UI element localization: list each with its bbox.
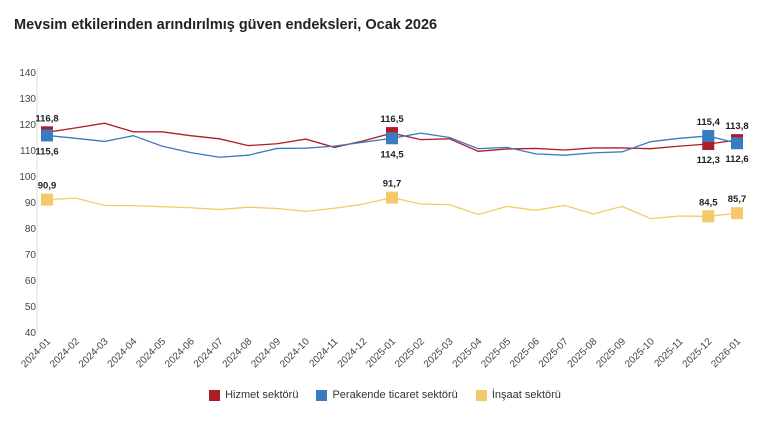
data-marker [731, 207, 743, 220]
data-label: 114,5 [380, 149, 404, 160]
x-tick-label: 2025-05 [479, 336, 513, 370]
x-tick-label: 2024-09 [249, 336, 283, 370]
data-marker [386, 191, 398, 204]
legend-swatch [316, 389, 328, 401]
data-label: 90,9 [38, 181, 57, 192]
legend-swatch [475, 389, 487, 401]
data-marker [41, 193, 53, 206]
y-tick-label: 40 [25, 328, 37, 339]
x-tick-label: 2025-04 [451, 336, 485, 370]
data-label: 116,5 [380, 114, 404, 125]
x-tick-label: 2024-04 [106, 336, 140, 370]
x-tick-label: 2025-01 [364, 336, 398, 370]
legend: Hizmet sektörü Perakende ticaret sektörü İ… [0, 389, 770, 401]
data-marker [702, 210, 715, 223]
x-tick-label: 2025-08 [566, 336, 600, 370]
x-tick-label: 2024-10 [278, 336, 312, 370]
data-marker [41, 129, 53, 142]
x-tick-label: 2024-02 [48, 336, 82, 370]
chart-title: Mevsim etkilerinden arındırılmış güven e… [14, 17, 438, 33]
x-tick-label: 2025-10 [623, 336, 657, 370]
x-tick-label: 2025-07 [537, 336, 571, 370]
y-tick-label: 120 [19, 120, 36, 131]
y-tick-label: 100 [19, 172, 36, 183]
x-tick-label: 2025-02 [393, 336, 427, 370]
data-label: 85,7 [728, 194, 747, 205]
x-tick-label: 2024-03 [77, 336, 111, 370]
legend-label: İnşaat sektörü [491, 389, 561, 401]
x-tick-label: 2025-09 [594, 336, 628, 370]
data-label: 116,8 [35, 113, 58, 124]
data-label: 113,8 [725, 121, 748, 132]
y-tick-label: 140 [19, 68, 36, 79]
legend-item[interactable]: İnşaat sektörü [475, 389, 561, 401]
data-label: 115,6 [35, 146, 58, 157]
y-tick-label: 90 [25, 198, 37, 209]
data-label: 115,4 [697, 117, 721, 128]
x-tick-label: 2025-11 [652, 336, 686, 370]
data-label: 112,6 [725, 154, 748, 165]
legend-item[interactable]: Hizmet sektörü [209, 389, 298, 401]
y-tick-label: 70 [25, 250, 37, 261]
x-tick-label: 2025-06 [508, 336, 542, 370]
x-tick-label: 2024-01 [19, 336, 53, 370]
x-tick-label: 2025-12 [681, 336, 715, 370]
y-tick-label: 80 [25, 224, 37, 235]
y-tick-label: 110 [20, 146, 36, 157]
x-tick-label: 2024-05 [134, 336, 168, 370]
x-tick-label: 2026-01 [709, 336, 743, 370]
x-tick-label: 2025-03 [422, 336, 456, 370]
legend-label: Perakende ticaret sektörü [332, 389, 458, 401]
data-marker [386, 132, 398, 145]
legend-item[interactable]: Perakende ticaret sektörü [316, 389, 458, 401]
legend-swatch [209, 389, 221, 401]
data-label: 84,5 [699, 197, 718, 208]
legend-label: Hizmet sektörü [225, 389, 299, 401]
y-tick-label: 130 [19, 94, 36, 105]
x-tick-label: 2024-08 [221, 336, 255, 370]
y-tick-label: 50 [25, 302, 37, 313]
x-tick-label: 2024-06 [163, 336, 197, 370]
data-label: 112,3 [697, 155, 720, 166]
data-label: 91,7 [383, 179, 402, 190]
y-tick-label: 60 [25, 276, 37, 287]
data-marker [731, 137, 743, 150]
x-tick-label: 2024-12 [336, 336, 370, 370]
x-tick-label: 2024-11 [307, 336, 341, 370]
x-tick-label: 2024-07 [192, 336, 226, 370]
data-marker [702, 129, 715, 142]
